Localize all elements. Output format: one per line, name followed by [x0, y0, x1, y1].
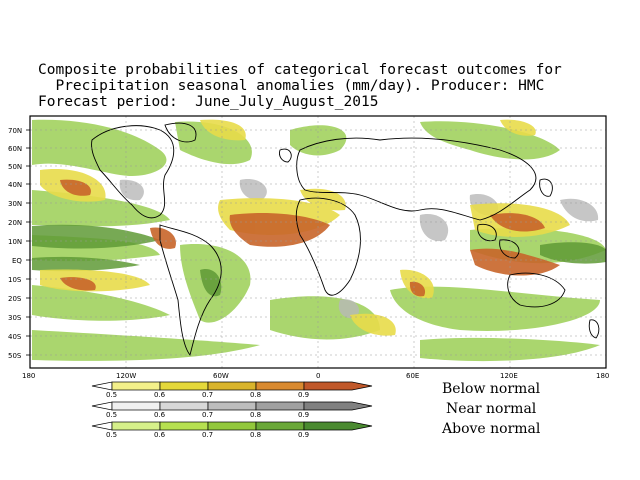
chart-title-line-3: Forecast period: June_July_August_2015 [38, 94, 379, 110]
above-normal-strong [32, 224, 606, 297]
graticule [30, 116, 606, 368]
lon-label: 180 [596, 372, 609, 380]
legend-tip-left [91, 381, 113, 391]
lat-label: EQ [12, 257, 22, 265]
legend-tip-left [91, 421, 113, 431]
legend-swatch [207, 421, 257, 431]
chart-title-line-2: Precipitation seasonal anomalies (mm/day… [38, 78, 545, 94]
legend-tick-label: 0.5 [106, 411, 117, 419]
legend-swatch [255, 401, 305, 411]
legend-tick-label: 0.6 [154, 411, 166, 419]
below-normal-strong [60, 179, 560, 297]
lat-label: 10N [8, 238, 22, 246]
legend-swatch [159, 381, 209, 391]
lat-label: 70N [8, 127, 22, 135]
legend-swatch [111, 421, 161, 431]
legend-label-below: Below normal [442, 381, 541, 397]
lat-label: 50S [8, 352, 22, 360]
lat-label: 20N [8, 219, 22, 227]
legend-bar-1: 0.5 0.6 0.7 0.8 0.9 [91, 401, 373, 419]
lon-label: 60W [213, 372, 229, 380]
map-frame [29, 115, 607, 369]
legend-bars: 0.5 0.6 0.7 0.8 0.90.5 0.6 0.7 0.8 0.90.5 0.6 0.7 0… [91, 381, 373, 439]
legend-tick-label: 0.9 [298, 411, 309, 419]
legend-swatch [255, 421, 305, 431]
chart-title-line-1: Composite probabilities of categorical f… [38, 62, 562, 78]
legend-swatch [207, 401, 257, 411]
legend-tick-label: 0.8 [250, 431, 261, 439]
legend-tick-label: 0.7 [202, 411, 213, 419]
above-normal-regions [32, 119, 606, 362]
legend-label-near: Near normal [446, 401, 537, 417]
legend-bar-0: 0.5 0.6 0.7 0.8 0.9 [91, 381, 373, 399]
lat-labels: 70N 60N 50N 40N 30N 20N 10N EQ 10S 20S 3… [8, 127, 22, 360]
legend-swatch [303, 421, 373, 431]
lon-label: 180 [22, 372, 35, 380]
lon-label: 0 [316, 372, 320, 380]
lat-label: 30N [8, 200, 22, 208]
legend-swatch [303, 381, 373, 391]
legend-tick-label: 0.9 [298, 391, 309, 399]
legend-tick-label: 0.8 [250, 411, 261, 419]
coastlines [91, 122, 600, 356]
lon-label: 120E [500, 372, 518, 380]
legend-bar-2: 0.5 0.6 0.7 0.8 0.9 [91, 421, 373, 439]
legend-tick-label: 0.5 [106, 431, 117, 439]
lat-label: 40N [8, 181, 22, 189]
legend-tick-label: 0.7 [202, 431, 213, 439]
lon-label: 60E [406, 372, 419, 380]
legend-tick-label: 0.6 [154, 391, 166, 399]
lon-labels: 180 120W 60W 0 60E 120E 180 [22, 372, 609, 380]
legend-tick-label: 0.8 [250, 391, 261, 399]
legend-tip-left [91, 401, 113, 411]
lon-label: 120W [116, 372, 136, 380]
map-area [29, 115, 607, 369]
legend-tick-label: 0.6 [154, 431, 166, 439]
lat-label: 20S [8, 295, 22, 303]
lat-label: 10S [8, 276, 22, 284]
legend-swatch [159, 401, 209, 411]
legend-swatch [111, 401, 161, 411]
lat-label: 40S [8, 333, 22, 341]
lat-label: 60N [8, 145, 22, 153]
legend-tick-label: 0.7 [202, 391, 213, 399]
legend-swatch [159, 421, 209, 431]
legend-tick-label: 0.5 [106, 391, 117, 399]
lat-ticks [26, 129, 30, 356]
lat-label: 30S [8, 314, 22, 322]
legend-swatch [303, 401, 373, 411]
legend-tick-label: 0.9 [298, 431, 309, 439]
legend-swatch [207, 381, 257, 391]
legend-swatch [255, 381, 305, 391]
legend-swatch [111, 381, 161, 391]
legend-label-above: Above normal [442, 421, 541, 437]
lat-label: 50N [8, 163, 22, 171]
